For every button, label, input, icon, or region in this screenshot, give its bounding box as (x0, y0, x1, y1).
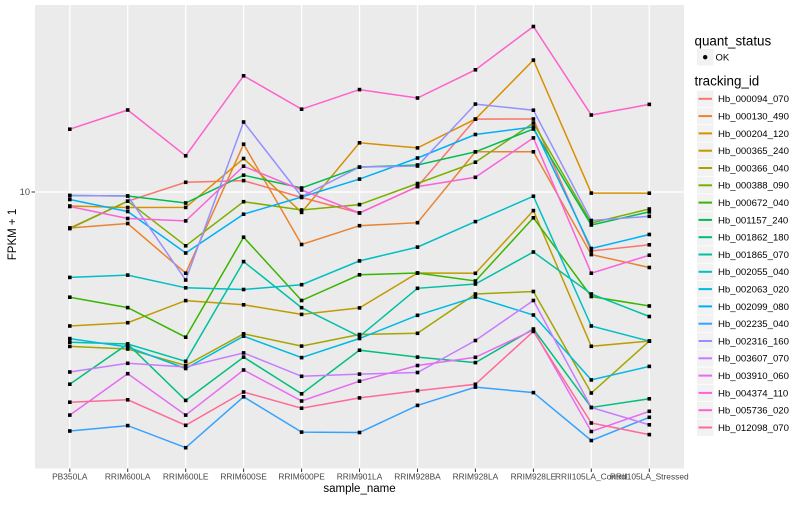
svg-text:Hb_000365_240: Hb_000365_240 (718, 146, 789, 157)
svg-text:tracking_id: tracking_id (695, 74, 760, 89)
svg-text:Hb_000094_070: Hb_000094_070 (718, 94, 789, 105)
svg-text:Hb_001865_070: Hb_001865_070 (718, 250, 789, 261)
svg-text:Hb_002055_040: Hb_002055_040 (718, 267, 789, 278)
svg-text:Hb_000366_040: Hb_000366_040 (718, 163, 789, 174)
svg-text:Hb_012098_070: Hb_012098_070 (718, 423, 789, 434)
svg-text:quant_status: quant_status (695, 34, 772, 49)
svg-text:RRIM901LA: RRIM901LA (337, 472, 383, 482)
svg-text:Hb_000130_490: Hb_000130_490 (718, 112, 789, 123)
svg-text:Hb_000388_090: Hb_000388_090 (718, 181, 789, 192)
svg-text:RRIM600LA: RRIM600LA (105, 472, 151, 482)
svg-text:RRII105LA_Control: RRII105LA_Control (555, 472, 628, 482)
svg-text:RRIM928BA: RRIM928BA (394, 472, 441, 482)
svg-text:Hb_003910_060: Hb_003910_060 (718, 371, 789, 382)
svg-text:RRII105LA_Stressed: RRII105LA_Stressed (610, 472, 689, 482)
svg-text:Hb_005736_020: Hb_005736_020 (718, 406, 789, 417)
svg-text:Hb_002099_080: Hb_002099_080 (718, 302, 789, 313)
svg-text:OK: OK (716, 53, 730, 64)
svg-text:RRIM600PE: RRIM600PE (278, 472, 325, 482)
svg-text:PB350LA: PB350LA (52, 472, 88, 482)
svg-text:RRIM928LA: RRIM928LA (453, 472, 499, 482)
svg-text:Hb_004374_110: Hb_004374_110 (718, 388, 788, 399)
svg-text:Hb_001862_180: Hb_001862_180 (718, 233, 789, 244)
svg-text:Hb_002235_040: Hb_002235_040 (718, 319, 789, 330)
svg-text:Hb_001157_240: Hb_001157_240 (718, 215, 788, 226)
svg-text:Hb_000204_120: Hb_000204_120 (718, 129, 789, 140)
svg-text:Hb_000672_040: Hb_000672_040 (718, 198, 789, 209)
svg-text:Hb_002063_020: Hb_002063_020 (718, 285, 789, 296)
svg-text:RRIM928LE: RRIM928LE (511, 472, 557, 482)
svg-text:RRIM600LE: RRIM600LE (163, 472, 209, 482)
svg-text:RRIM600SE: RRIM600SE (220, 472, 267, 482)
svg-text:sample_name: sample_name (323, 483, 395, 495)
svg-text:10: 10 (20, 187, 30, 197)
svg-text:Hb_003607_070: Hb_003607_070 (718, 354, 789, 365)
svg-text:Hb_002316_160: Hb_002316_160 (718, 336, 789, 347)
svg-text:FPKM + 1: FPKM + 1 (7, 209, 19, 260)
